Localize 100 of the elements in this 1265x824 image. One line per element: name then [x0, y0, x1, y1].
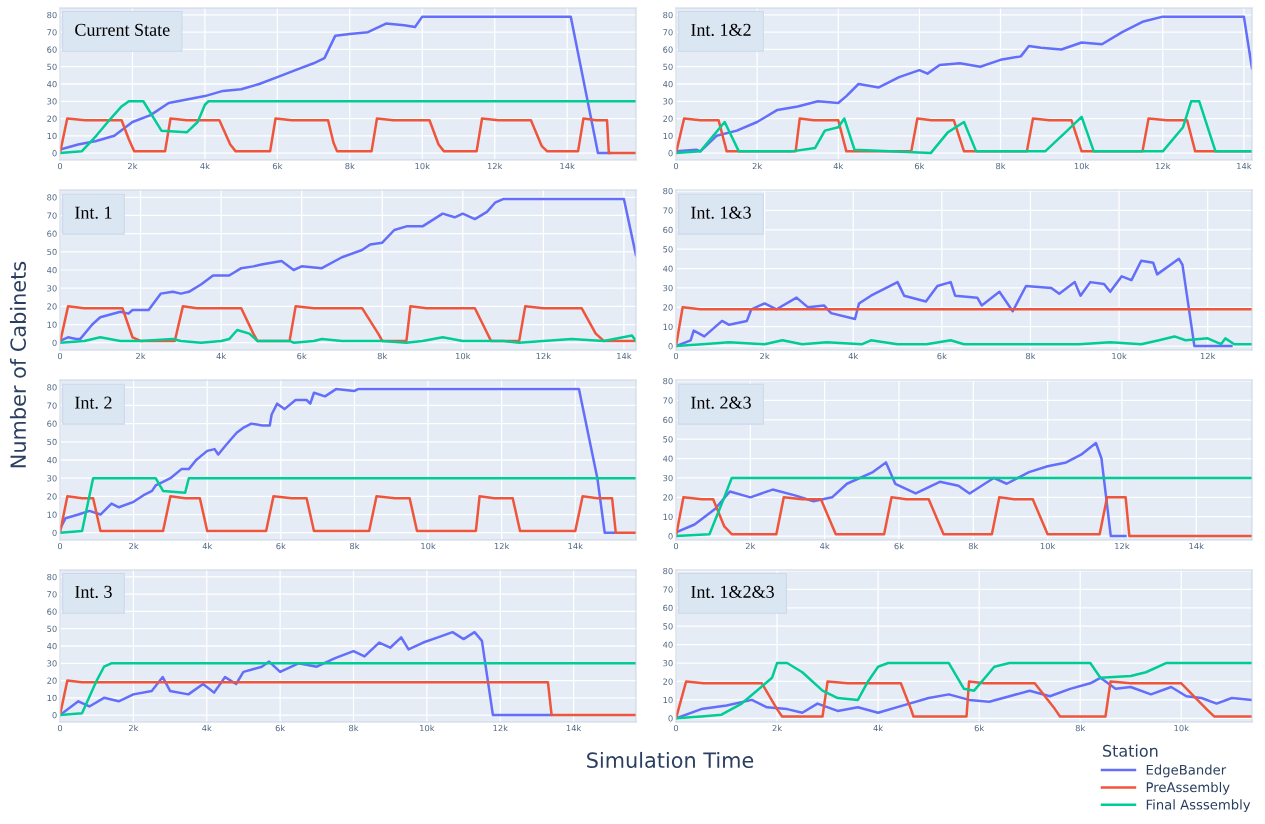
y-tick-label: 70	[663, 207, 673, 214]
y-tick-label: 80	[663, 377, 673, 385]
y-tick-label: 30	[47, 660, 57, 667]
line-series	[676, 15, 1252, 153]
x-tick-label: 12k	[1155, 162, 1171, 170]
x-tick-label: 12k	[487, 162, 503, 170]
x-tick-label: 4k	[833, 162, 844, 170]
y-tick-label: 70	[47, 212, 57, 219]
x-tick-label: 10k	[1040, 542, 1056, 550]
x-tick-label: 2k	[136, 352, 146, 360]
y-tick-label: 30	[663, 660, 673, 667]
y-tick-label: 10	[663, 323, 673, 331]
y-tick-label: 50	[663, 246, 673, 253]
y-tick-label: 60	[47, 420, 57, 427]
y-tick-label: 0	[52, 339, 57, 347]
y-tick-label: 40	[663, 80, 673, 88]
y-tick-label: 60	[47, 608, 57, 615]
text: Int. 1&2&3	[691, 585, 774, 598]
y-tick-label: 10	[663, 513, 673, 521]
x-tick-label: 2k	[128, 162, 138, 170]
x-tick-label: 10k	[1074, 162, 1090, 170]
line-series	[60, 117, 636, 155]
y-tick-label: 50	[663, 63, 673, 71]
y-tick-label: 0	[52, 529, 57, 537]
y-tick-label: 80	[47, 573, 57, 581]
y-tick-label: 50	[47, 438, 57, 446]
y-tick-label: 30	[663, 284, 673, 292]
legend-label: EdgeBander	[1146, 764, 1227, 778]
line-series	[676, 100, 1252, 155]
x-tick-label: 0	[673, 162, 679, 170]
line-series	[60, 197, 636, 343]
x-tick-label: 4k	[216, 352, 227, 360]
x-tick-label: 8k	[377, 352, 388, 360]
x-tick-label: 2k	[752, 162, 763, 170]
y-tick-label: 80	[663, 11, 673, 19]
x-tick-label: 8k	[1075, 724, 1086, 732]
y-tick-label: 0	[668, 150, 673, 157]
x-tick-label: 10k	[1174, 724, 1189, 732]
y-tick-label: 80	[47, 194, 57, 201]
x-tick-label: 10k	[456, 352, 471, 360]
x-tick-label: 12k	[1115, 542, 1130, 550]
line-series	[676, 441, 1127, 538]
y-tick-label: 0	[52, 150, 57, 157]
x-tick-label: 14k	[1189, 542, 1204, 550]
y-axis-title: Number of Cabinets	[9, 261, 27, 468]
x-tick-label: 2k	[760, 352, 770, 360]
x-tick-label: 4k	[202, 542, 213, 550]
legend-label: Final Asssembly	[1146, 799, 1251, 813]
x-tick-label: 2k	[129, 542, 139, 550]
y-tick-label: 60	[663, 226, 673, 234]
y-tick-label: 10	[663, 132, 673, 140]
x-tick-label: 6k	[276, 542, 286, 550]
text: Int. 2&3	[691, 396, 751, 409]
y-tick-label: 30	[47, 285, 57, 292]
y-tick-label: 20	[47, 677, 57, 684]
y-tick-label: 0	[52, 712, 57, 719]
x-tick-label: 12k	[536, 352, 552, 360]
x-tick-label: 0	[57, 162, 63, 170]
y-tick-label: 20	[663, 678, 673, 685]
x-tick-label: 10k	[421, 542, 436, 550]
y-tick-label: 0	[668, 533, 673, 540]
y-tick-label: 20	[47, 493, 57, 500]
x-tick-label: 12k	[493, 724, 508, 732]
x-tick-label: 6k	[894, 542, 905, 550]
x-tick-label: 8k	[349, 724, 359, 732]
y-tick-label: 50	[47, 625, 57, 633]
y-tick-label: 20	[47, 115, 57, 122]
y-tick-label: 10	[47, 132, 57, 140]
text: Int. 3	[75, 585, 112, 598]
x-tick-label: 4k	[819, 542, 830, 550]
line-series	[676, 257, 1233, 348]
x-tick-label: 10k	[420, 724, 435, 732]
x-tick-label: 14k	[560, 162, 575, 170]
x-tick-label: 12k	[1200, 352, 1216, 360]
x-tick-label: 14k	[1237, 162, 1252, 170]
x-tick-label: 14k	[617, 352, 632, 360]
x-tick-label: 8k	[345, 162, 355, 170]
x-tick-label: 8k	[996, 162, 1006, 170]
x-tick-label: 6k	[974, 724, 985, 732]
legend-title: Station	[1103, 744, 1158, 757]
line-series	[60, 662, 636, 717]
y-tick-label: 20	[663, 304, 673, 311]
x-tick-label: 8k	[1025, 352, 1036, 360]
y-tick-label: 70	[47, 402, 57, 409]
y-tick-label: 70	[663, 586, 673, 593]
y-tick-label: 10	[663, 696, 673, 704]
x-tick-label: 0	[673, 352, 679, 360]
y-tick-label: 30	[47, 475, 57, 482]
x-tick-label: 6k	[297, 352, 307, 360]
y-tick-label: 40	[663, 265, 673, 272]
x-tick-label: 4k	[848, 352, 859, 360]
x-tick-label: 0	[57, 724, 63, 732]
y-tick-label: 10	[47, 694, 57, 702]
text: Int. 2	[75, 396, 112, 409]
x-tick-label: 0	[673, 542, 679, 550]
legend-label: PreAssembly	[1146, 781, 1230, 795]
line-series	[60, 476, 636, 534]
y-tick-label: 80	[47, 384, 57, 391]
x-tick-label: 4k	[200, 162, 210, 170]
line-series	[60, 630, 553, 717]
